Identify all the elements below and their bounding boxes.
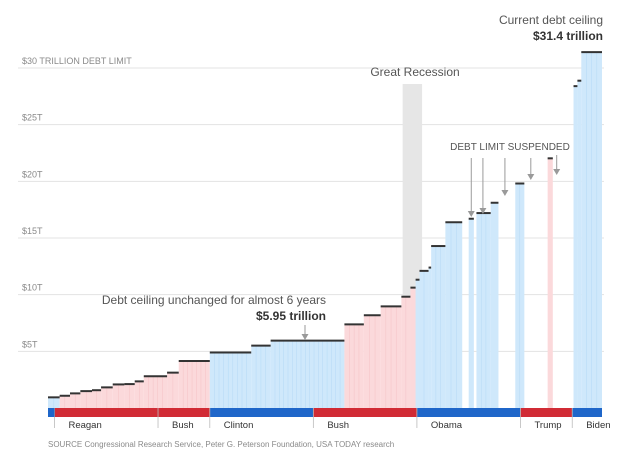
debt-limit-bar [468,218,474,408]
president-label: Bush [327,420,349,431]
debt-limit-bar [270,340,345,408]
suspension-arrow-head [553,169,561,175]
y-tick-label: $20T [22,169,43,179]
current-ceiling-value: $31.4 trillion [533,29,603,43]
president-band-biden [572,408,602,417]
unchanged-value: $5.95 trillion [256,309,326,323]
debt-limit-bar [363,315,381,408]
president-label: Clinton [224,420,254,431]
president-label: Bush [172,420,194,431]
grid-layer [18,67,604,352]
president-label: Obama [431,420,463,431]
president-band-clinton [209,408,314,417]
y-tick-label: $10T [22,283,43,293]
debt-limit-bar [577,80,582,409]
steps-layer [48,51,602,399]
debt-limit-bar [415,279,420,408]
debt-limit-bar [410,287,416,408]
y-tick-label: $30 TRILLION DEBT LIMIT [22,56,132,66]
debt-limit-bar [428,267,432,408]
y-tick-label: $15T [22,226,43,236]
recession-label: Great Recession [370,65,459,79]
y-tick-label: $25T [22,113,43,123]
annotation-layer: Great Recession DEBT LIMIT SUSPENDED Deb… [48,13,603,449]
president-band-obama [416,408,521,417]
debt-limit-bar [573,86,578,408]
president-band-bush [313,408,417,417]
axis-layer: $5T $10T $15T $20T $25T $30 TRILLION DEBT LIM… [22,56,132,349]
debt-limit-bar [490,202,499,408]
debt-limit-bar [445,222,463,408]
debt-limit-bar [178,360,210,408]
president-band-trump [520,408,573,417]
bars-layer [48,52,602,409]
suspension-arrow-head [479,208,487,214]
suspension-arrow-head [527,174,535,180]
president-band-reagan [54,408,159,417]
president-label: Reagan [68,420,101,431]
current-ceiling-label: Current debt ceiling [499,13,603,27]
president-band-carter [48,408,55,417]
debt-limit-bar [209,352,252,408]
president-band-bush [158,408,210,417]
president-label: Biden [586,420,610,431]
y-tick-label: $5T [22,339,38,349]
debt-limit-bar [431,246,446,408]
president-layer: Reagan Bush Clinton Bush Obama Trump Biden [48,408,611,431]
debt-limit-bar [547,158,553,408]
debt-limit-bar [143,376,168,408]
president-label: Trump [534,420,561,431]
suspended-label: DEBT LIMIT SUSPENDED [450,142,570,153]
unchanged-text: Debt ceiling unchanged for almost 6 year… [102,293,326,307]
suspension-arrow-head [467,211,475,217]
source-note: SOURCE Congressional Research Service, P… [48,440,394,449]
suspension-arrow-head [501,190,509,196]
debt-limit-bar [476,213,491,408]
unchanged-arrow-head [301,334,309,340]
